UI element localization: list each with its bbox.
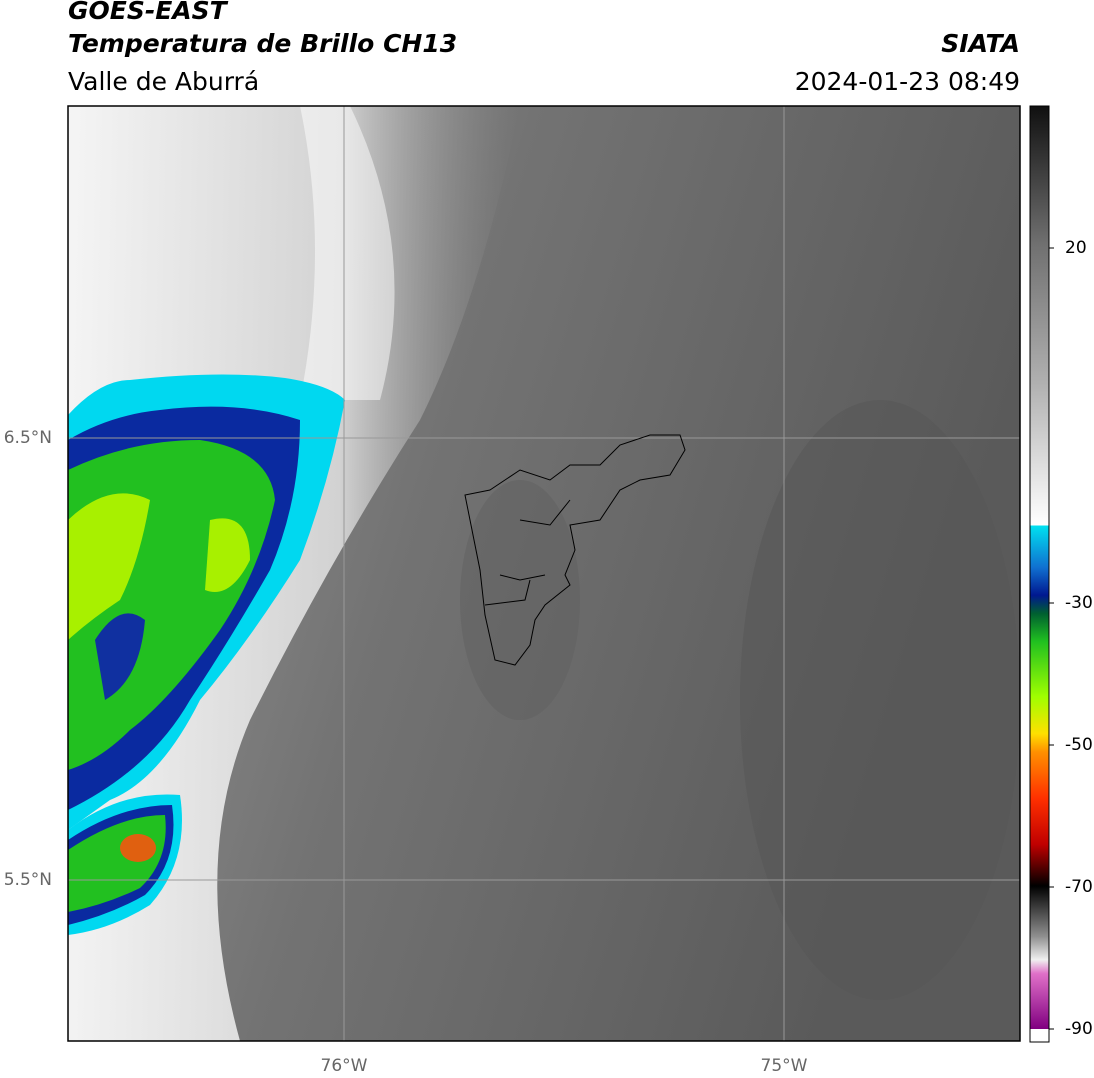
subtitle: Temperatura de Brillo CH13 [68, 29, 457, 58]
title: GOES-EAST [68, 0, 229, 25]
colorbar-tick-label: -30 [1065, 593, 1093, 613]
agency: SIATA [941, 29, 1020, 58]
timestamp: 2024-01-23 08:49 [795, 67, 1020, 96]
colorbar-tick-label: 20 [1065, 238, 1087, 258]
lat-label: 6.5°N [4, 428, 52, 448]
lat-label: 5.5°N [4, 870, 52, 890]
satellite-image [68, 106, 1020, 1041]
colorbar-tick-label: -70 [1065, 877, 1093, 897]
region: Valle de Aburrá [68, 67, 259, 96]
lon-label: 75°W [761, 1056, 808, 1076]
colorbar-tick-label: -90 [1065, 1019, 1093, 1039]
colorbar: 20 -30 -50 -70 -90 [1029, 105, 1093, 1043]
colorbar-tick-label: -50 [1065, 735, 1093, 755]
colorbar-gradient [1030, 106, 1049, 1029]
map-frame [67, 105, 1021, 1042]
lon-label: 76°W [321, 1056, 368, 1076]
colorbar-frame [1029, 105, 1050, 1043]
colorbar-under [1030, 1029, 1049, 1042]
